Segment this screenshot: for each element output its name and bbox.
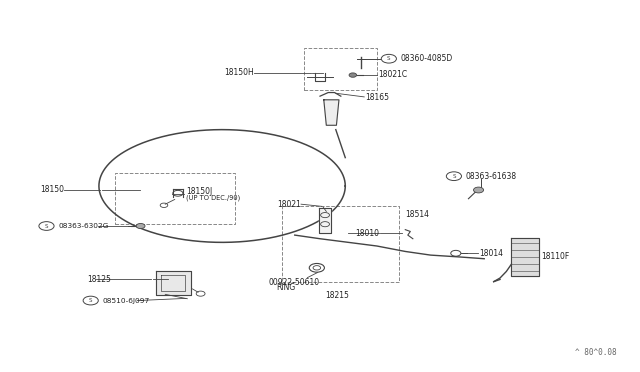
Text: 18021C: 18021C — [378, 70, 407, 79]
Circle shape — [474, 187, 484, 193]
Text: 00922-50610: 00922-50610 — [268, 278, 319, 287]
Text: 08510-6J097: 08510-6J097 — [102, 298, 150, 304]
Polygon shape — [324, 100, 339, 125]
Text: ^ 80^0.08: ^ 80^0.08 — [575, 348, 617, 357]
Text: S: S — [387, 56, 390, 61]
Text: S: S — [45, 224, 48, 228]
Text: 18514: 18514 — [405, 210, 429, 219]
Text: 18014: 18014 — [479, 249, 503, 258]
Circle shape — [349, 73, 356, 77]
Circle shape — [136, 224, 145, 228]
Text: RING: RING — [276, 283, 295, 292]
Text: 18150: 18150 — [40, 185, 64, 194]
Text: 18165: 18165 — [365, 93, 390, 102]
Text: 08363-61638: 08363-61638 — [466, 172, 517, 181]
Text: 18215: 18215 — [325, 291, 349, 299]
Text: 08363-6302G: 08363-6302G — [58, 223, 109, 229]
Text: 18021: 18021 — [277, 200, 301, 209]
Text: 18150J: 18150J — [186, 187, 212, 196]
Polygon shape — [156, 272, 191, 295]
Polygon shape — [511, 238, 539, 276]
Text: (UP TO DEC./90): (UP TO DEC./90) — [186, 195, 241, 201]
Polygon shape — [319, 208, 332, 233]
Text: 18150H: 18150H — [224, 68, 253, 77]
Text: 18125: 18125 — [88, 275, 111, 284]
Text: S: S — [89, 298, 92, 303]
Text: 18010: 18010 — [355, 229, 380, 238]
Text: 18110F: 18110F — [541, 253, 570, 262]
Text: 08360-4085D: 08360-4085D — [401, 54, 453, 63]
Text: S: S — [452, 174, 456, 179]
